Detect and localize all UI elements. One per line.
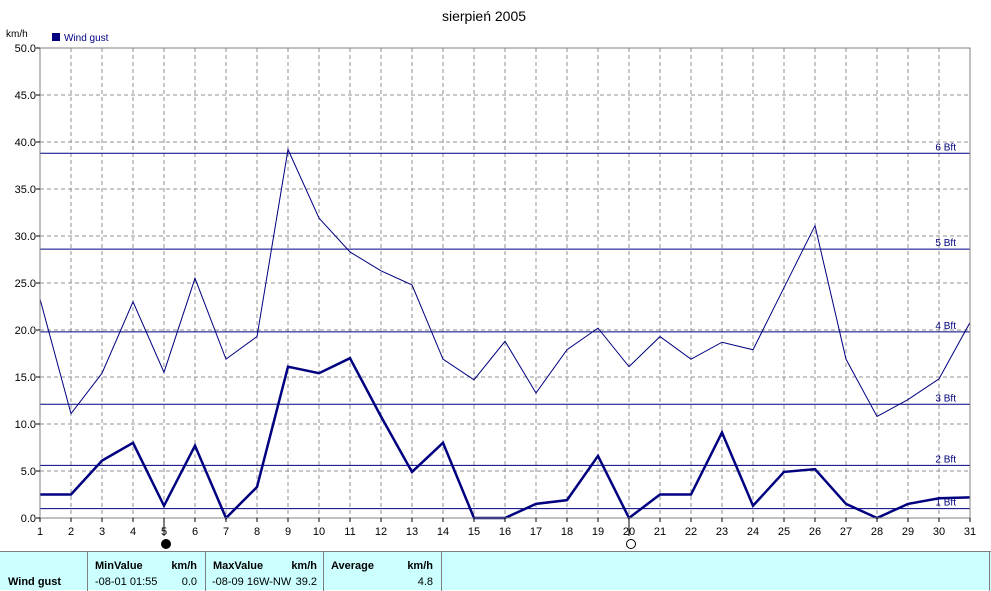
x-tick-label: 13 <box>406 526 418 538</box>
x-tick-label: 31 <box>964 526 976 538</box>
avg-header: Average <box>331 560 375 572</box>
x-tick-label: 28 <box>871 526 883 538</box>
y-tick-label: 20.0 <box>15 325 36 337</box>
stats-empty-cell <box>442 552 990 591</box>
y-tick-label: 40.0 <box>15 137 36 149</box>
stats-panel: Wind gust MinValue km/h -08-01 01:55 0.0… <box>0 551 991 591</box>
avg-unit: km/h <box>407 560 433 572</box>
legend-swatch <box>52 33 60 41</box>
beaufort-label: 5 Bft <box>935 238 956 249</box>
beaufort-label: 1 Bft <box>935 498 956 509</box>
y-tick-label: 45.0 <box>15 90 36 102</box>
x-tick-label: 18 <box>561 526 573 538</box>
min-when: -08-01 01:55 <box>95 576 158 588</box>
x-tick-label: 27 <box>840 526 852 538</box>
max-when: -08-09 16W-NW <box>212 576 292 588</box>
x-tick-label: 3 <box>99 526 105 538</box>
min-header: MinValue <box>95 560 143 572</box>
avg-value: 4.8 <box>417 576 433 588</box>
beaufort-label: 6 Bft <box>935 142 956 153</box>
x-tick-label: 21 <box>654 526 666 538</box>
x-tick-label: 1 <box>37 526 43 538</box>
moon-markers <box>161 520 636 549</box>
x-tick-label: 16 <box>499 526 511 538</box>
stats-max-cell: MaxValue km/h -08-09 16W-NW 39.2 <box>206 552 324 591</box>
x-tick-label: 19 <box>592 526 604 538</box>
y-tick-label: 35.0 <box>15 184 36 196</box>
x-tick-label: 7 <box>223 526 229 538</box>
stats-row-label: Wind gust <box>8 576 62 588</box>
beaufort-label: 3 Bft <box>935 393 956 404</box>
beaufort-lines: 1 Bft 2 Bft 3 Bft 4 Bft 5 Bft 6 Bft <box>40 142 970 510</box>
stats-avg-cell: Average km/h 4.8 <box>324 552 442 591</box>
x-tick-label: 11 <box>344 526 355 538</box>
x-tick-label: 10 <box>313 526 325 538</box>
y-tick-labels: 0.0 5.0 10.0 15.0 20.0 25.0 30.0 35.0 40.0 45.0 50… <box>15 43 40 525</box>
stats-min-cell: MinValue km/h -08-01 01:55 0.0 <box>88 552 206 591</box>
wind-chart: sierpień 2005 km/h Wind gust 1 Bft 2 Bft 3… <box>6 8 976 549</box>
y-tick-label: 15.0 <box>15 372 36 384</box>
chart-title: sierpień 2005 <box>442 8 526 24</box>
x-tick-label: 22 <box>685 526 697 538</box>
y-tick-label: 30.0 <box>15 231 36 243</box>
x-tick-label: 4 <box>130 526 136 538</box>
x-tick-labels: 1234567891011121314151617181920212223242… <box>37 518 976 538</box>
y-tick-label: 5.0 <box>21 466 36 478</box>
x-tick-label: 14 <box>437 526 449 538</box>
y-tick-label: 50.0 <box>15 43 36 55</box>
full-moon-icon <box>626 539 636 549</box>
x-tick-label: 17 <box>530 526 542 538</box>
series-line-wind-gust <box>40 356 971 521</box>
x-tick-label: 8 <box>254 526 260 538</box>
x-tick-label: 24 <box>747 526 759 538</box>
min-value: 0.0 <box>181 576 197 588</box>
new-moon-icon <box>161 539 171 549</box>
x-tick-label: 29 <box>902 526 914 538</box>
x-tick-label: 9 <box>285 526 291 538</box>
series-line-daily-max <box>39 147 971 418</box>
beaufort-label: 2 Bft <box>935 454 956 465</box>
max-header: MaxValue <box>213 560 264 572</box>
x-tick-label: 25 <box>778 526 790 538</box>
x-tick-label: 23 <box>716 526 728 538</box>
y-axis-unit: km/h <box>6 29 28 40</box>
grid <box>40 48 970 518</box>
y-tick-label: 25.0 <box>15 278 36 290</box>
beaufort-label: 4 Bft <box>935 321 956 332</box>
min-unit: km/h <box>171 560 197 572</box>
x-tick-label: 30 <box>933 526 945 538</box>
max-unit: km/h <box>291 560 317 572</box>
x-tick-label: 2 <box>68 526 74 538</box>
y-tick-label: 10.0 <box>15 419 36 431</box>
max-value: 39.2 <box>295 576 317 588</box>
y-tick-label: 0.0 <box>21 513 36 525</box>
stats-label-cell: Wind gust <box>0 552 88 591</box>
x-tick-label: 12 <box>375 526 387 538</box>
x-tick-label: 26 <box>809 526 821 538</box>
legend-label: Wind gust <box>64 33 109 44</box>
x-tick-label: 6 <box>192 526 198 538</box>
x-tick-label: 15 <box>468 526 480 538</box>
